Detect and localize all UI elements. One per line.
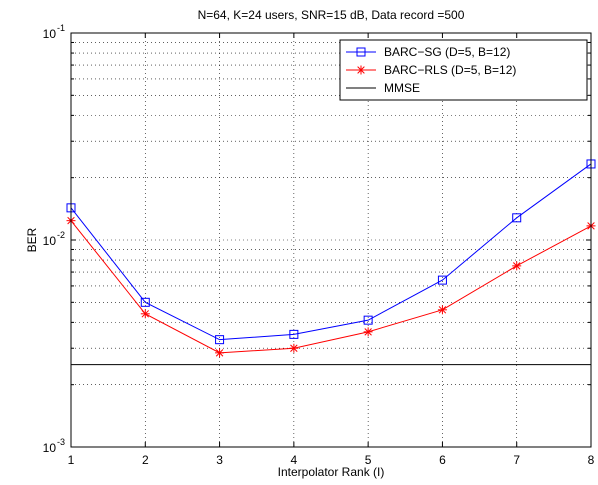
x-tick-labels: 1 2 3 4 5 6 7 8: [68, 453, 595, 467]
chart-title: N=64, K=24 users, SNR=15 dB, Data record…: [198, 8, 465, 22]
x-axis-label: Interpolator Rank (I): [278, 465, 385, 479]
y-tick-labels: 10-310-210-1: [43, 23, 65, 455]
series-line: [70, 220, 592, 354]
asterisk-marker: [141, 310, 150, 318]
y-tick-exponent: -1: [57, 23, 65, 33]
square-marker: [140, 297, 150, 307]
series-lines: [70, 163, 592, 366]
square-marker: [356, 47, 366, 57]
asterisk-marker: [357, 66, 365, 74]
y-tick-base: 10: [43, 27, 57, 41]
x-tick-label: 6: [439, 453, 446, 467]
y-tick-base: 10: [43, 441, 57, 455]
x-tick-label: 5: [365, 453, 372, 467]
y-tick-label: 10: [43, 27, 57, 41]
square-marker: [289, 329, 299, 339]
grid-lines: [71, 33, 591, 447]
x-tick-label: 3: [216, 453, 223, 467]
legend: BARC−SG (D=5, B=12) BARC−RLS (D=5, B=12) M…: [339, 39, 588, 101]
x-tick-label: 1: [68, 453, 75, 467]
x-tick-label: 7: [513, 453, 520, 467]
y-tick-label: 10: [43, 441, 57, 455]
square-marker: [437, 275, 447, 285]
legend-label: BARC−RLS (D=5, B=12): [384, 63, 516, 77]
asterisk-marker: [512, 262, 521, 270]
y-tick-exponent: -2: [57, 230, 65, 240]
x-tick-label: 4: [291, 453, 298, 467]
legend-box: [339, 39, 588, 101]
asterisk-marker: [364, 328, 372, 336]
x-tick-label: 2: [142, 453, 149, 467]
series-line: [70, 163, 592, 341]
asterisk-marker: [215, 349, 224, 357]
y-tick-label: 10: [43, 234, 57, 248]
asterisk-marker: [290, 344, 298, 352]
y-tick-exponent: -3: [57, 437, 65, 447]
asterisk-marker: [438, 306, 447, 314]
y-axis-label: BER: [25, 227, 39, 252]
legend-label: BARC−SG (D=5, B=12): [384, 45, 510, 59]
x-tick-label: 8: [588, 453, 595, 467]
y-tick-base: 10: [43, 234, 57, 248]
axis-ticks: [70, 33, 592, 448]
square-marker: [363, 315, 373, 325]
square-marker: [215, 335, 225, 345]
square-marker: [512, 213, 522, 223]
legend-label: MMSE: [384, 81, 420, 95]
